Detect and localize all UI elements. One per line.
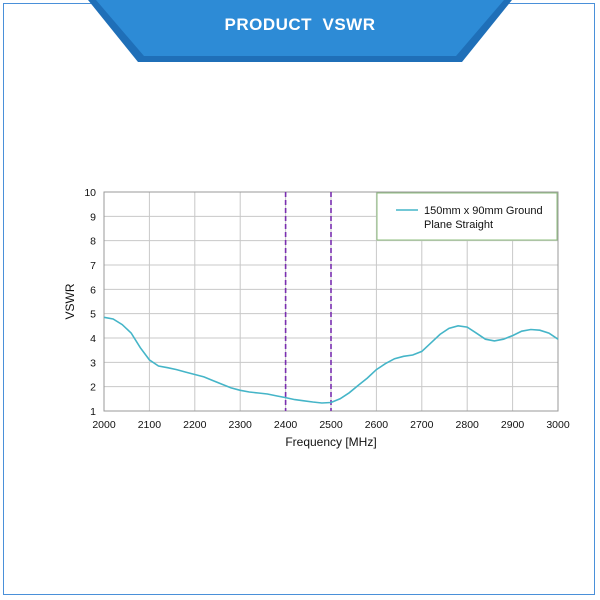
x-tick-label: 2600 [365, 419, 389, 431]
x-tick-label: 2300 [229, 419, 253, 431]
x-tick-label: 3000 [546, 419, 570, 431]
y-tick-label: 2 [90, 382, 96, 394]
legend-entry-line-1: 150mm x 90mm Ground [424, 205, 543, 217]
y-tick-labels: 1 2 3 4 5 6 7 8 9 10 [84, 187, 96, 418]
y-tick-label: 9 [90, 211, 96, 223]
x-tick-label: 2800 [456, 419, 480, 431]
y-tick-label: 6 [90, 284, 96, 296]
x-tick-label: 2200 [183, 419, 207, 431]
y-tick-label: 1 [90, 406, 96, 418]
x-tick-labels: 2000 2100 2200 2300 2400 2500 2600 2700 2800 2900… [92, 419, 570, 431]
x-tick-label: 2500 [319, 419, 343, 431]
series-line [103, 316, 559, 404]
header-banner: PRODUCT VSWR [0, 0, 600, 70]
y-tick-label: 7 [90, 260, 96, 272]
frequency-markers [284, 192, 332, 411]
x-tick-label: 2400 [274, 419, 298, 431]
y-tick-label: 3 [90, 357, 96, 369]
legend-box [376, 192, 558, 241]
legend-entry: 150mm x 90mm Ground Plane Straight [424, 205, 546, 231]
y-tick-label: 4 [90, 333, 96, 345]
x-tick-label: 2700 [410, 419, 434, 431]
y-tick-label: 8 [90, 236, 96, 248]
x-axis-label: Frequency [MHz] [285, 435, 376, 449]
y-tick-label: 10 [84, 187, 96, 199]
legend-entry-line-2: Plane Straight [424, 219, 493, 231]
chart-legend: 150mm x 90mm Ground Plane Straight [376, 192, 558, 241]
x-tick-label: 2900 [501, 419, 525, 431]
banner-shape [88, 0, 512, 62]
x-tick-label: 2100 [138, 419, 162, 431]
x-tick-label: 2000 [92, 419, 116, 431]
y-axis-label: VSWR [63, 283, 77, 319]
y-tick-label: 5 [90, 309, 96, 321]
page-title: PRODUCT VSWR [224, 15, 376, 34]
